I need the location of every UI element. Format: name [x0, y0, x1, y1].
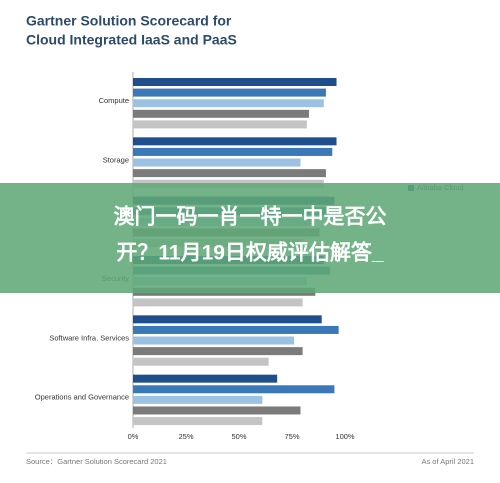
bar — [133, 406, 301, 415]
bar — [133, 78, 337, 86]
chart-title: Cloud Integrated IaaS and PaaS — [26, 32, 237, 48]
bar — [133, 374, 278, 383]
chart-title: Gartner Solution Scorecard for — [26, 13, 232, 29]
y-tick-label: Operations and Governance — [35, 393, 129, 402]
bar — [133, 137, 337, 146]
bar — [133, 325, 339, 334]
bar — [133, 315, 322, 324]
y-tick-label: Compute — [99, 96, 129, 105]
bar — [133, 336, 295, 345]
bar — [133, 357, 269, 366]
bar — [133, 298, 303, 307]
bar — [133, 395, 263, 404]
bar — [133, 99, 324, 108]
bar — [133, 169, 326, 178]
overlay-text: 开？11月19日权威评估解答_ — [116, 241, 384, 265]
x-tick-label: 0% — [128, 432, 139, 441]
overlay-banner — [0, 183, 500, 293]
footer-source: Source：Gartner Solution Scorecard 2021 — [26, 457, 167, 466]
overlay-text: 澳门一码一肖一特一中是否公 — [114, 205, 387, 229]
bar — [133, 158, 301, 167]
x-tick-label: 25% — [178, 432, 193, 441]
bar — [133, 417, 263, 426]
y-tick-label: Storage — [103, 155, 129, 164]
bar — [133, 347, 303, 356]
x-tick-label: 100% — [335, 432, 355, 441]
footer-date: As of April 2021 — [421, 457, 474, 466]
bar — [133, 147, 333, 156]
bar — [133, 120, 307, 129]
x-tick-label: 75% — [284, 432, 299, 441]
bar — [133, 109, 309, 118]
bar — [133, 385, 335, 394]
x-tick-label: 50% — [231, 432, 246, 441]
y-tick-label: Software Infra. Services — [49, 333, 129, 342]
bar — [133, 88, 326, 97]
